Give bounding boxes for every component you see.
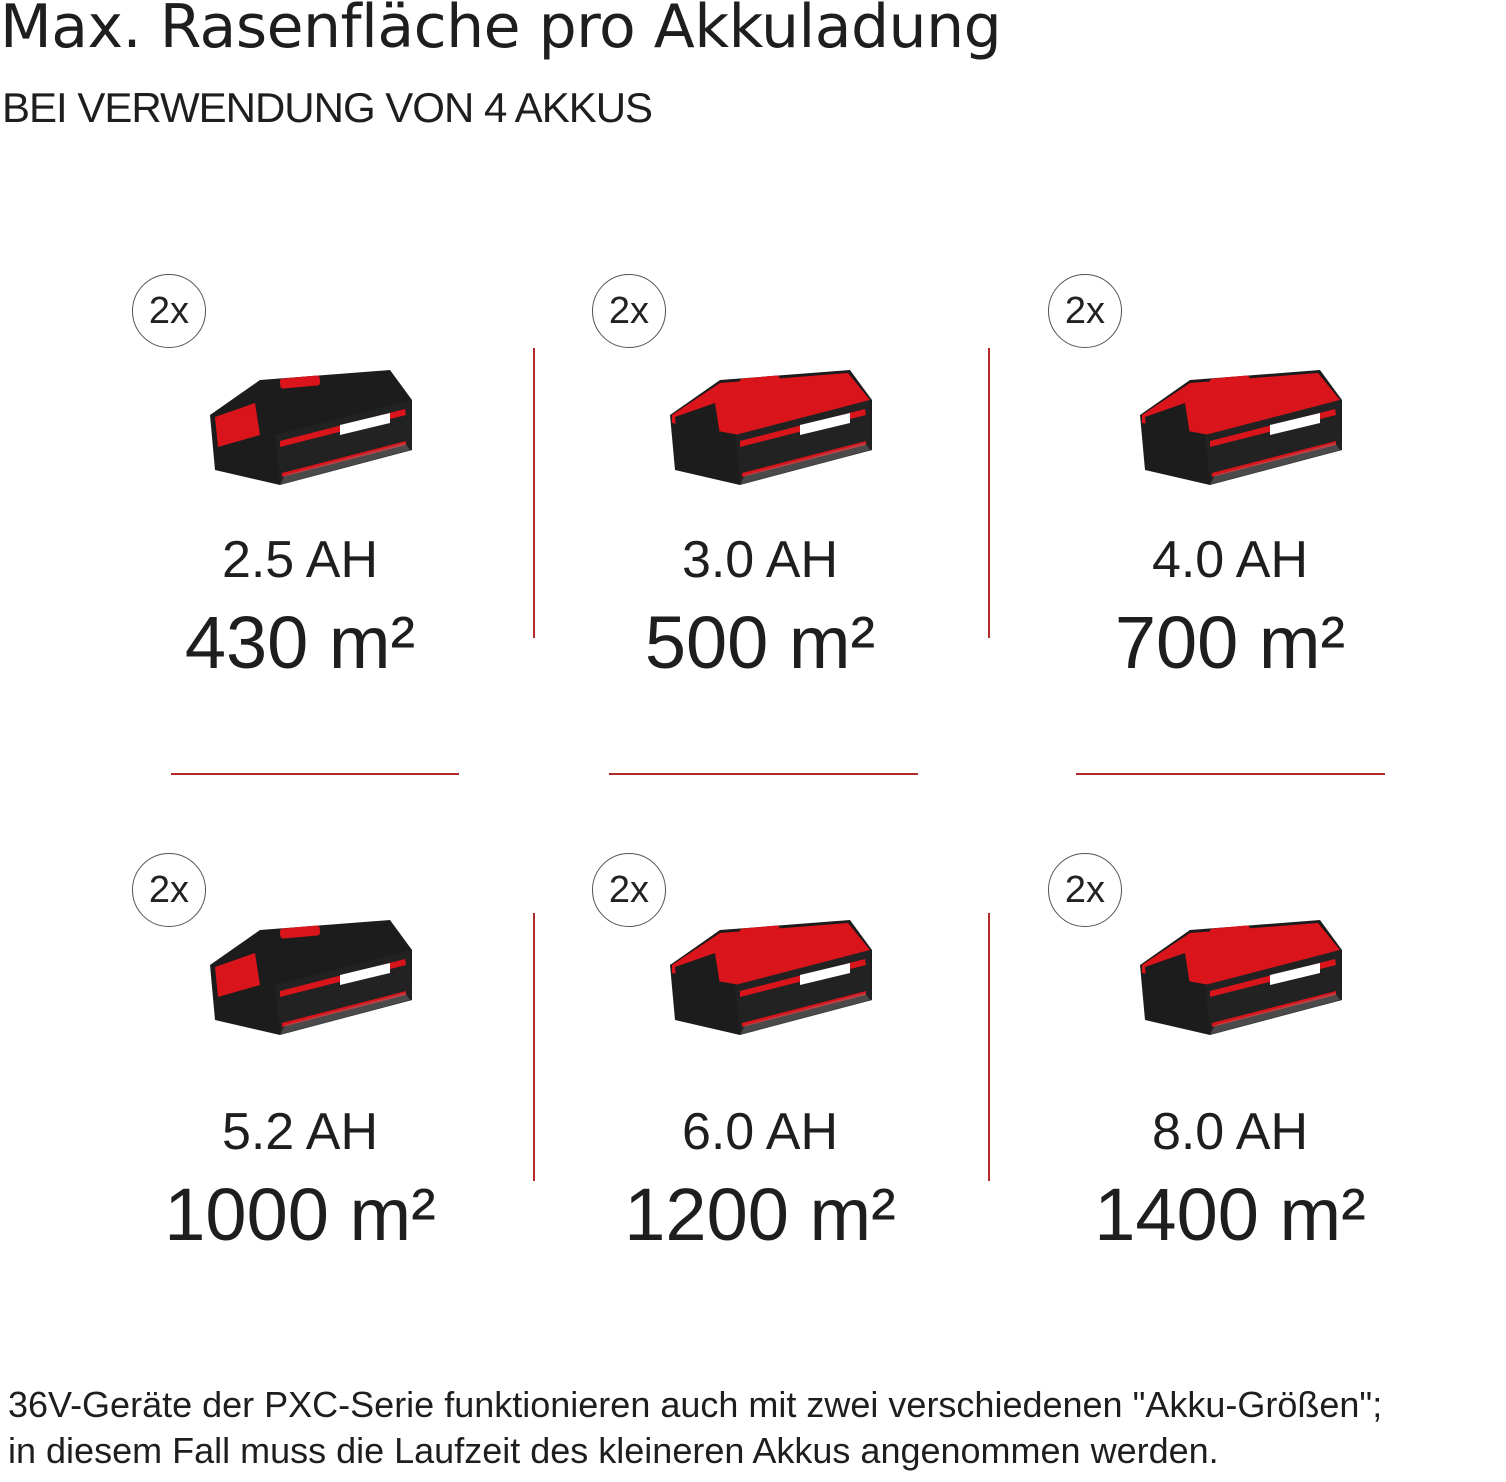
divider xyxy=(533,913,535,1181)
quantity-badge: 2x xyxy=(1048,274,1122,348)
divider xyxy=(171,773,459,775)
quantity-badge: 2x xyxy=(132,853,206,927)
divider xyxy=(1076,773,1385,775)
battery-capacity: 5.2 AH xyxy=(221,1103,379,1161)
quantity-badge: 2x xyxy=(132,274,206,348)
footer-note-line-1: 36V-Geräte der PXC-Serie funktionieren a… xyxy=(8,1384,1383,1425)
quantity-badge: 2x xyxy=(1048,853,1122,927)
divider xyxy=(533,348,535,638)
divider xyxy=(988,348,990,638)
divider xyxy=(609,773,918,775)
page-subtitle: BEI VERWENDUNG VON 4 AKKUS xyxy=(2,84,653,131)
battery-capacity: 2.5 AH xyxy=(221,531,379,589)
quantity-badge: 2x xyxy=(592,274,666,348)
battery-image xyxy=(1130,905,1345,1040)
battery-capacity: 8.0 AH xyxy=(1151,1103,1309,1161)
battery-image xyxy=(660,355,875,490)
quantity-badge: 2x xyxy=(592,853,666,927)
battery-image xyxy=(1130,355,1345,490)
battery-capacity: 3.0 AH xyxy=(681,531,839,589)
divider xyxy=(988,913,990,1181)
lawn-area: 430 m² xyxy=(184,601,416,684)
page-title: Max. Rasenfläche pro Akkuladung xyxy=(0,0,1002,62)
battery-image xyxy=(200,905,415,1040)
battery-image xyxy=(660,905,875,1040)
battery-capacity: 6.0 AH xyxy=(681,1103,839,1161)
footer-note-line-2: in diesem Fall muss die Laufzeit des kle… xyxy=(8,1430,1219,1471)
lawn-area: 1400 m² xyxy=(1094,1173,1366,1256)
lawn-area: 1200 m² xyxy=(624,1173,896,1256)
lawn-area: 1000 m² xyxy=(164,1173,436,1256)
battery-capacity: 4.0 AH xyxy=(1151,531,1309,589)
lawn-area: 700 m² xyxy=(1114,601,1346,684)
battery-image xyxy=(200,355,415,490)
lawn-area: 500 m² xyxy=(644,601,876,684)
